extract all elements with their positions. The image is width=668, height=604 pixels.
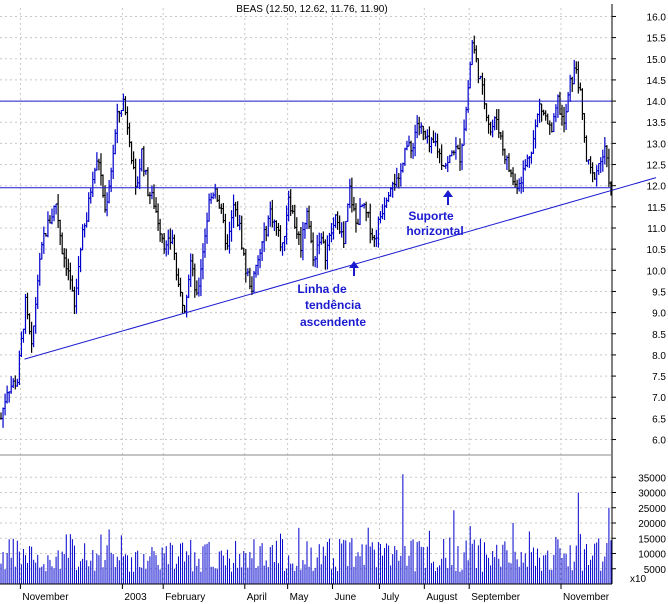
price-tick-label: 6.0 <box>652 436 666 447</box>
price-tick-label: 6.5 <box>652 414 666 425</box>
price-tick-label: 14.5 <box>647 76 667 87</box>
month-label: 2003 <box>124 592 147 603</box>
month-label: November <box>22 592 69 603</box>
volume-tick-label: 15000 <box>638 534 666 545</box>
month-label: November <box>563 592 610 603</box>
support-label-line1: Suporte <box>408 209 454 223</box>
price-tick-label: 10.5 <box>647 245 667 256</box>
price-tick-label: 8.0 <box>652 351 666 362</box>
price-tick-label: 9.5 <box>652 287 666 298</box>
month-label: February <box>165 592 205 603</box>
price-tick-label: 15.5 <box>647 34 667 45</box>
volume-tick-label: 20000 <box>638 519 666 530</box>
month-label: June <box>335 592 357 603</box>
price-tick-label: 7.0 <box>652 393 666 404</box>
price-tick-label: 11.5 <box>647 203 666 214</box>
price-tick-label: 8.5 <box>652 330 666 341</box>
price-tick-label: 15.0 <box>647 55 667 66</box>
month-label: July <box>381 592 399 603</box>
volume-tick-label: 35000 <box>638 473 666 484</box>
trendline <box>24 177 657 360</box>
trend-label-line3: ascendente <box>300 315 366 329</box>
trend-label-line2: tendência <box>305 298 361 312</box>
volume-multiplier-label: x10 <box>630 574 647 585</box>
price-tick-label: 13.0 <box>647 139 667 150</box>
price-bars <box>0 35 613 428</box>
month-label: April <box>247 592 267 603</box>
month-label: May <box>290 592 309 603</box>
arrow-up-icon <box>443 190 453 197</box>
volume-tick-label: 30000 <box>638 489 666 500</box>
month-label: September <box>471 592 521 603</box>
price-tick-label: 12.0 <box>647 182 667 193</box>
price-tick-label: 13.5 <box>647 118 667 129</box>
price-tick-label: 7.5 <box>652 372 666 383</box>
reference-lines <box>0 100 657 360</box>
price-tick-label: 11.0 <box>647 224 666 235</box>
price-tick-label: 16.0 <box>647 12 667 23</box>
volume-tick-label: 10000 <box>638 550 666 561</box>
trend-label-line1: Linha de <box>297 282 347 296</box>
price-tick-label: 10.0 <box>647 266 667 277</box>
volume-bars <box>0 474 612 584</box>
month-label: August <box>426 592 457 603</box>
arrow-up-icon <box>349 261 359 268</box>
volume-tick-label: 5000 <box>644 565 667 576</box>
chart-title: BEAS (12.50, 12.62, 11.76, 11.90) <box>236 4 387 15</box>
price-tick-label: 12.5 <box>647 161 667 172</box>
price-tick-label: 14.0 <box>647 97 667 108</box>
volume-tick-label: 25000 <box>638 504 666 515</box>
axes: 16.0 15.5 15.0 14.5 14.0 13.5 13.0 12.5 12.0 11.5… <box>0 4 666 603</box>
price-tick-label: 9.0 <box>652 309 666 320</box>
support-label-line2: horizontal <box>406 224 463 238</box>
